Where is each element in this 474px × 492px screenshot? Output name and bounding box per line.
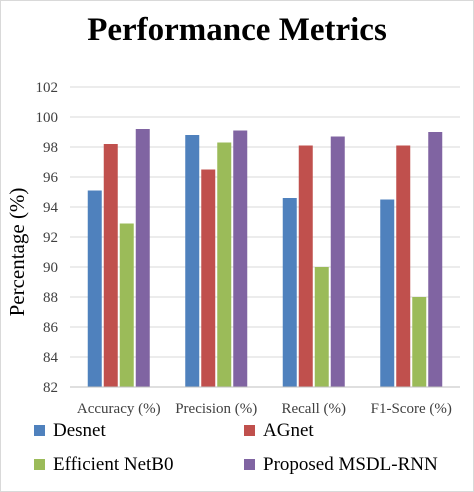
legend-label: Efficient NetB0	[53, 454, 173, 475]
bar	[119, 223, 134, 387]
y-tick-label: 96	[43, 170, 59, 186]
bar	[87, 190, 102, 387]
bar	[412, 297, 427, 387]
y-tick-label: 98	[43, 140, 58, 156]
gridlines	[70, 86, 460, 358]
bar	[217, 142, 232, 387]
x-tick-label: F1-Score (%)	[371, 401, 452, 417]
y-tick-label: 84	[43, 350, 59, 366]
x-tick-label: Accuracy (%)	[77, 401, 161, 417]
y-axis-label: Percentage (%)	[5, 188, 29, 317]
bar	[314, 267, 329, 387]
bar	[380, 199, 395, 387]
y-tick-label: 92	[43, 230, 58, 246]
legend-swatch	[244, 459, 255, 470]
legend-swatch	[34, 425, 45, 436]
y-tick-label: 88	[43, 290, 58, 306]
bars	[87, 129, 443, 387]
bar	[298, 145, 313, 387]
bar	[396, 145, 411, 387]
legend-label: AGnet	[263, 420, 314, 441]
legend-swatch	[244, 425, 255, 436]
bar	[103, 144, 118, 387]
bar	[135, 129, 150, 387]
bar	[282, 198, 297, 387]
y-tick-label: 82	[43, 380, 58, 396]
y-tick-label: 90	[43, 260, 58, 276]
bar	[185, 135, 200, 387]
bar	[428, 132, 443, 387]
x-tick-label: Recall (%)	[281, 401, 346, 417]
y-tick-label: 102	[36, 80, 59, 96]
legend-label: Proposed MSDL-RNN	[263, 454, 438, 475]
y-tick-label: 100	[36, 110, 59, 126]
legend-swatch	[34, 459, 45, 470]
axes: 82 84 86 88 90 92 94 96 98 100 102 Accuracy (%) Prec…	[36, 80, 460, 417]
y-tick-label: 94	[43, 200, 59, 216]
bar	[233, 130, 248, 387]
x-tick-label: Precision (%)	[175, 401, 257, 417]
legend-label: Desnet	[53, 420, 106, 441]
chart-title: Performance Metrics	[87, 12, 387, 48]
bar	[201, 169, 216, 387]
y-tick-label: 86	[43, 320, 59, 336]
legend: Desnet AGnet Efficient NetB0 Proposed MSDL-…	[34, 420, 438, 475]
bar	[330, 136, 345, 387]
